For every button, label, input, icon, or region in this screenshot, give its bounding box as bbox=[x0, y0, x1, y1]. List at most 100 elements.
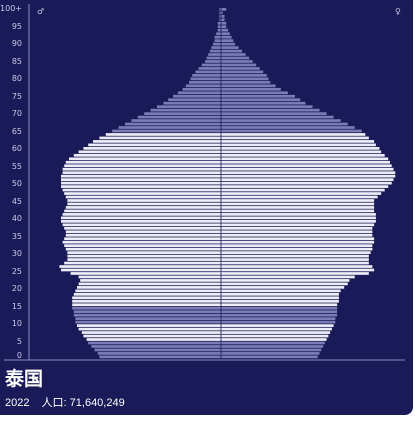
bar-male-age-31 bbox=[65, 247, 221, 251]
bar-male-age-99 bbox=[219, 11, 221, 15]
bar-female-age-10 bbox=[221, 320, 336, 324]
bar-male-age-63 bbox=[99, 136, 221, 140]
bar-male-age-58 bbox=[73, 153, 221, 157]
bar-male-age-21 bbox=[78, 282, 221, 286]
bar-male-age-92 bbox=[214, 35, 221, 39]
bar-female-age-78 bbox=[221, 84, 276, 88]
bar-female-age-47 bbox=[221, 192, 382, 195]
bar-male-age-56 bbox=[65, 160, 221, 164]
bar-female-age-43 bbox=[221, 206, 375, 209]
bar-female-age-30 bbox=[221, 251, 371, 254]
bar-male-age-14 bbox=[72, 306, 221, 310]
bar-female-age-27 bbox=[221, 261, 369, 265]
bar-female-age-50 bbox=[221, 181, 392, 185]
bar-male-age-30 bbox=[67, 251, 222, 254]
y-tick-label: 30 bbox=[12, 249, 22, 258]
bar-female-age-96 bbox=[221, 21, 227, 25]
bar-male-age-69 bbox=[137, 115, 221, 119]
bar-female-age-59 bbox=[221, 150, 382, 154]
bar-male-age-65 bbox=[112, 129, 221, 133]
bar-female-age-0 bbox=[221, 355, 318, 359]
bar-female-age-52 bbox=[221, 174, 396, 178]
bar-female-age-87 bbox=[221, 53, 246, 56]
y-tick-label: 45 bbox=[12, 197, 22, 206]
bar-male-age-80 bbox=[190, 77, 221, 81]
bar-male-age-6 bbox=[83, 334, 222, 338]
bar-female-age-23 bbox=[221, 275, 355, 279]
y-tick-label: 5 bbox=[17, 337, 22, 346]
bar-male-age-18 bbox=[73, 292, 221, 296]
bar-female-age-16 bbox=[221, 299, 339, 303]
bar-male-age-33 bbox=[62, 240, 221, 244]
bar-male-age-85 bbox=[205, 60, 221, 63]
bar-male-age-15 bbox=[72, 303, 221, 307]
bar-female-age-90 bbox=[221, 42, 236, 46]
bar-female-age-74 bbox=[221, 98, 301, 102]
bar-male-age-94 bbox=[217, 28, 221, 32]
bar-male-age-3 bbox=[91, 345, 222, 348]
bar-male-age-20 bbox=[77, 286, 221, 289]
bar-female-age-35 bbox=[221, 233, 373, 237]
bar-female-age-6 bbox=[221, 334, 329, 338]
bar-female-age-42 bbox=[221, 209, 375, 213]
y-tick-label: 35 bbox=[12, 232, 22, 241]
bar-female-age-12 bbox=[221, 313, 338, 317]
bar-male-age-4 bbox=[88, 341, 221, 345]
bar-female-age-73 bbox=[221, 101, 306, 105]
bar-male-age-29 bbox=[67, 254, 222, 258]
bar-female-age-5 bbox=[221, 338, 327, 341]
bar-male-age-16 bbox=[72, 299, 221, 303]
bar-male-age-75 bbox=[173, 94, 221, 98]
bar-male-age-88 bbox=[209, 49, 221, 53]
bar-male-age-67 bbox=[125, 122, 221, 126]
bar-male-age-68 bbox=[131, 119, 221, 122]
bar-female-age-70 bbox=[221, 112, 327, 115]
bar-male-age-43 bbox=[65, 206, 221, 209]
bar-male-age-10 bbox=[75, 320, 222, 324]
bar-female-age-97 bbox=[221, 18, 225, 22]
bar-male-age-93 bbox=[216, 32, 221, 36]
bar-female-age-80 bbox=[221, 77, 269, 81]
bar-female-age-24 bbox=[221, 272, 369, 275]
country-title: 泰国 bbox=[5, 368, 44, 390]
bar-male-age-27 bbox=[64, 261, 221, 265]
bar-female-age-18 bbox=[221, 292, 339, 296]
bar-female-age-66 bbox=[221, 126, 355, 129]
bar-female-age-39 bbox=[221, 219, 376, 223]
bar-male-age-95 bbox=[217, 25, 221, 29]
bar-male-age-52 bbox=[61, 174, 221, 178]
bar-male-age-61 bbox=[88, 143, 221, 147]
bar-male-age-28 bbox=[67, 258, 222, 261]
bar-male-age-66 bbox=[118, 126, 221, 129]
y-tick-label: 85 bbox=[12, 57, 22, 66]
bar-male-age-98 bbox=[219, 14, 221, 18]
y-tick-label: 60 bbox=[12, 144, 22, 153]
bar-male-age-97 bbox=[219, 18, 221, 22]
bar-female-age-41 bbox=[221, 213, 376, 216]
bar-male-age-57 bbox=[69, 157, 221, 161]
bar-male-age-77 bbox=[182, 87, 221, 91]
bar-female-age-2 bbox=[221, 348, 322, 352]
bar-female-age-82 bbox=[221, 70, 264, 74]
population-label: 人口: 71,640,249 bbox=[41, 397, 125, 409]
bar-male-age-59 bbox=[78, 150, 221, 154]
bar-male-age-76 bbox=[177, 91, 221, 95]
bar-male-age-34 bbox=[64, 237, 221, 241]
y-ticks-group: 0 5 10 15 20 25 30 35 40 45 50 55 60 65 70 75 80 85 90 95 10… bbox=[0, 4, 22, 360]
bar-female-age-32 bbox=[221, 244, 373, 248]
y-tick-label: 15 bbox=[12, 302, 22, 311]
bar-male-age-39 bbox=[61, 219, 221, 223]
bar-female-age-65 bbox=[221, 129, 362, 133]
bar-female-age-98 bbox=[221, 14, 225, 18]
bar-male-age-24 bbox=[70, 272, 221, 275]
y-tick-label: 65 bbox=[12, 127, 22, 136]
bar-female-age-67 bbox=[221, 122, 348, 126]
y-tick-label: 90 bbox=[12, 39, 22, 48]
bar-female-age-92 bbox=[221, 35, 232, 39]
bar-female-age-91 bbox=[221, 39, 234, 42]
bar-female-age-33 bbox=[221, 240, 375, 244]
bar-female-age-85 bbox=[221, 60, 253, 63]
bar-female-age-49 bbox=[221, 185, 389, 188]
bar-male-age-40 bbox=[61, 216, 221, 220]
bar-male-age-32 bbox=[64, 244, 221, 248]
